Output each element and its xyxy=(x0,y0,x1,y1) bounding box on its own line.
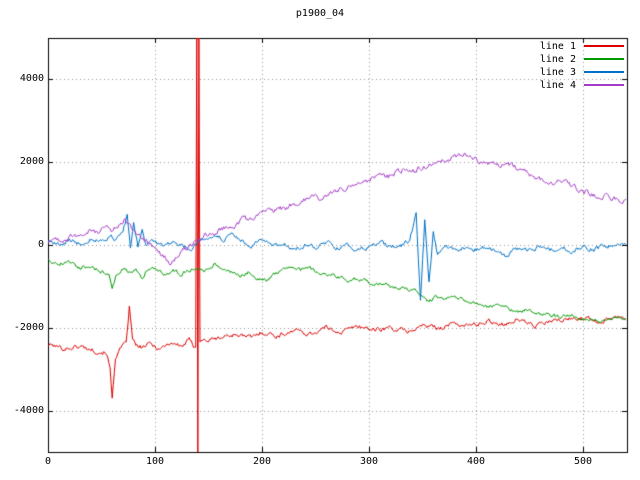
legend-label: line 4 xyxy=(539,80,576,91)
y-tick-label: 0 xyxy=(37,239,44,250)
legend-line-sample xyxy=(584,71,624,73)
legend-item: line 4 xyxy=(540,79,624,92)
legend-line-sample xyxy=(584,84,624,86)
x-tick-label: 200 xyxy=(252,456,272,467)
legend-item: line 3 xyxy=(540,66,624,79)
chart-title: p1900_04 xyxy=(295,8,345,19)
x-tick-label: 100 xyxy=(145,456,165,467)
y-tick-label: 2000 xyxy=(19,156,44,167)
legend-line-sample xyxy=(584,58,624,60)
legend-label: line 2 xyxy=(539,54,576,65)
x-tick-label: 0 xyxy=(44,456,52,467)
x-tick-label: 300 xyxy=(359,456,379,467)
legend-item: line 1 xyxy=(540,40,624,53)
x-tick-label: 500 xyxy=(573,456,593,467)
legend-line-sample xyxy=(584,45,624,47)
legend-label: line 1 xyxy=(539,41,576,52)
y-tick-label: -2000 xyxy=(13,322,44,333)
y-tick-label: -4000 xyxy=(13,405,44,416)
legend-label: line 3 xyxy=(539,67,576,78)
y-tick-label: 4000 xyxy=(19,73,44,84)
legend-item: line 2 xyxy=(540,53,624,66)
legend: line 1 line 2 line 3 line 4 xyxy=(540,40,624,92)
x-tick-label: 400 xyxy=(466,456,486,467)
